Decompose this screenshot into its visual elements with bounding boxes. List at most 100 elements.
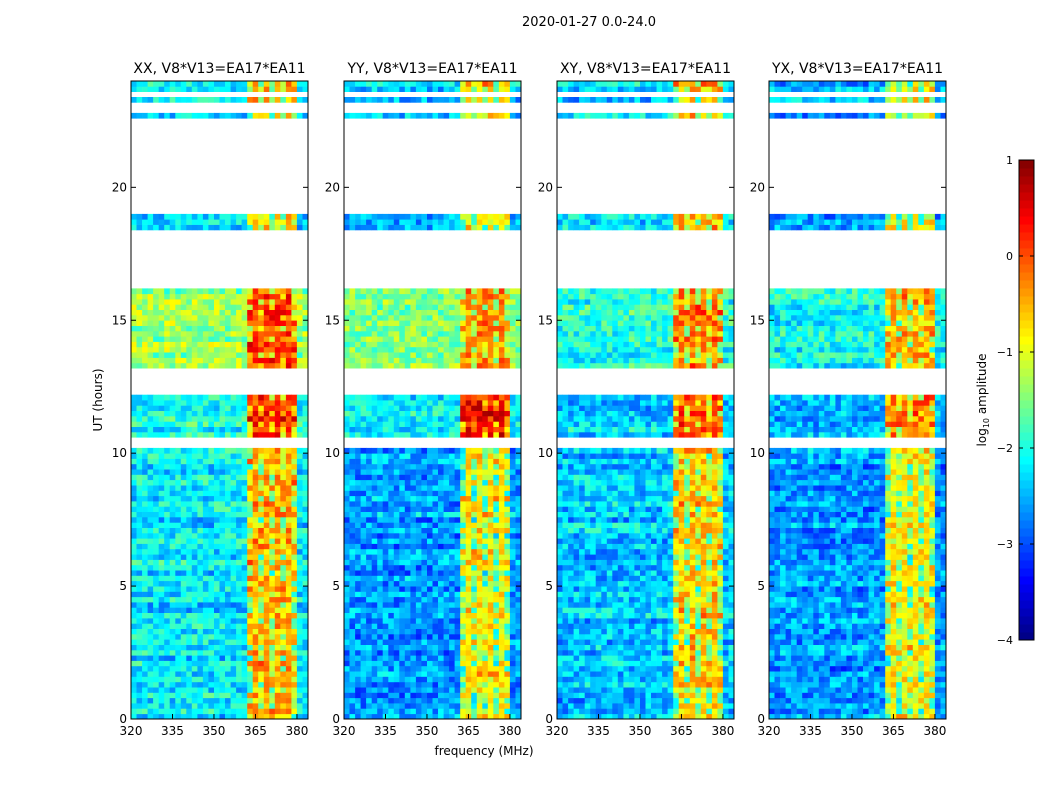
heatmap-cell xyxy=(427,427,433,433)
heatmap-cell xyxy=(455,416,461,422)
heatmap-cell xyxy=(181,358,187,364)
heatmap-cell xyxy=(208,708,214,714)
heatmap-cell xyxy=(148,405,154,411)
heatmap-cell xyxy=(383,294,389,300)
heatmap-cell xyxy=(471,395,477,401)
heatmap-cell xyxy=(258,416,264,422)
heatmap-cell xyxy=(410,687,416,693)
heatmap-cell xyxy=(236,113,242,119)
heatmap-cell xyxy=(269,288,275,294)
heatmap-cell xyxy=(477,448,483,454)
heatmap-cell xyxy=(455,560,461,566)
heatmap-cell xyxy=(137,645,143,651)
heatmap-cell xyxy=(148,522,154,528)
heatmap-cell xyxy=(175,618,181,624)
heatmap-cell xyxy=(427,310,433,316)
heatmap-cell xyxy=(499,602,505,608)
heatmap-cell xyxy=(449,395,455,401)
heatmap-cell xyxy=(297,623,303,629)
heatmap-cell xyxy=(410,528,416,534)
heatmap-cell xyxy=(421,288,427,294)
heatmap-cell xyxy=(208,352,214,358)
heatmap-cell xyxy=(159,294,165,300)
heatmap-cell xyxy=(438,645,444,651)
heatmap-cell xyxy=(175,225,181,231)
heatmap-cell xyxy=(220,331,226,337)
heatmap-cell xyxy=(372,597,378,603)
heatmap-cell xyxy=(366,687,372,693)
heatmap-cell xyxy=(344,544,350,550)
heatmap-cell xyxy=(159,639,165,645)
heatmap-cell xyxy=(280,687,286,693)
heatmap-cell xyxy=(361,352,367,358)
heatmap-cell xyxy=(455,639,461,645)
heatmap-cell xyxy=(455,528,461,534)
heatmap-cell xyxy=(258,517,264,523)
heatmap-cell xyxy=(203,326,209,332)
heatmap-cell xyxy=(388,639,394,645)
heatmap-cell xyxy=(148,645,154,651)
heatmap-cell xyxy=(231,310,237,316)
heatmap-cell xyxy=(471,623,477,629)
heatmap-cell xyxy=(361,480,367,486)
heatmap-cell xyxy=(192,618,198,624)
heatmap-cell xyxy=(504,708,510,714)
heatmap-cell xyxy=(131,698,137,704)
heatmap-cell xyxy=(291,299,297,305)
heatmap-cell xyxy=(488,501,494,507)
heatmap-cell xyxy=(208,421,214,427)
heatmap-cell xyxy=(148,342,154,348)
heatmap-cell xyxy=(131,506,137,512)
heatmap-cell xyxy=(438,661,444,667)
heatmap-cell xyxy=(433,363,439,369)
heatmap-cell xyxy=(416,506,422,512)
heatmap-cell xyxy=(361,448,367,454)
heatmap-cell xyxy=(164,591,170,597)
heatmap-cell xyxy=(214,480,220,486)
heatmap-cell xyxy=(488,666,494,672)
heatmap-cell xyxy=(466,448,472,454)
x-tick-label: 380 xyxy=(285,724,308,738)
heatmap-cell xyxy=(433,416,439,422)
heatmap-cell xyxy=(264,666,270,672)
heatmap-cell xyxy=(253,421,259,427)
heatmap-cell xyxy=(455,549,461,555)
heatmap-cell xyxy=(225,86,231,92)
heatmap-cell xyxy=(444,655,450,661)
heatmap-cell xyxy=(455,342,461,348)
heatmap-cell xyxy=(275,528,281,534)
heatmap-cell xyxy=(225,575,231,581)
heatmap-cell xyxy=(175,565,181,571)
heatmap-cell xyxy=(482,708,488,714)
heatmap-cell xyxy=(159,490,165,496)
heatmap-cell xyxy=(131,565,137,571)
heatmap-cell xyxy=(488,299,494,305)
heatmap-cell xyxy=(142,708,148,714)
heatmap-cell xyxy=(427,299,433,305)
heatmap-cell xyxy=(214,575,220,581)
heatmap-cell xyxy=(444,485,450,491)
heatmap-cell xyxy=(258,459,264,465)
heatmap-cell xyxy=(208,597,214,603)
heatmap-cell xyxy=(399,432,405,438)
heatmap-cell xyxy=(236,512,242,518)
heatmap-cell xyxy=(471,575,477,581)
heatmap-cell xyxy=(421,618,427,624)
heatmap-cell xyxy=(350,607,356,613)
heatmap-cell xyxy=(275,639,281,645)
heatmap-cell xyxy=(253,97,259,103)
heatmap-cell xyxy=(433,650,439,656)
heatmap-cell xyxy=(269,405,275,411)
heatmap-cell xyxy=(438,581,444,587)
heatmap-cell xyxy=(142,634,148,640)
heatmap-cell xyxy=(399,459,405,465)
heatmap-cell xyxy=(488,469,494,475)
heatmap-cell xyxy=(253,219,259,225)
heatmap-cell xyxy=(482,586,488,592)
heatmap-cell xyxy=(253,687,259,693)
heatmap-cell xyxy=(131,86,137,92)
heatmap-cell xyxy=(488,575,494,581)
heatmap-cell xyxy=(399,485,405,491)
heatmap-cell xyxy=(455,464,461,470)
heatmap-cell xyxy=(242,496,248,502)
